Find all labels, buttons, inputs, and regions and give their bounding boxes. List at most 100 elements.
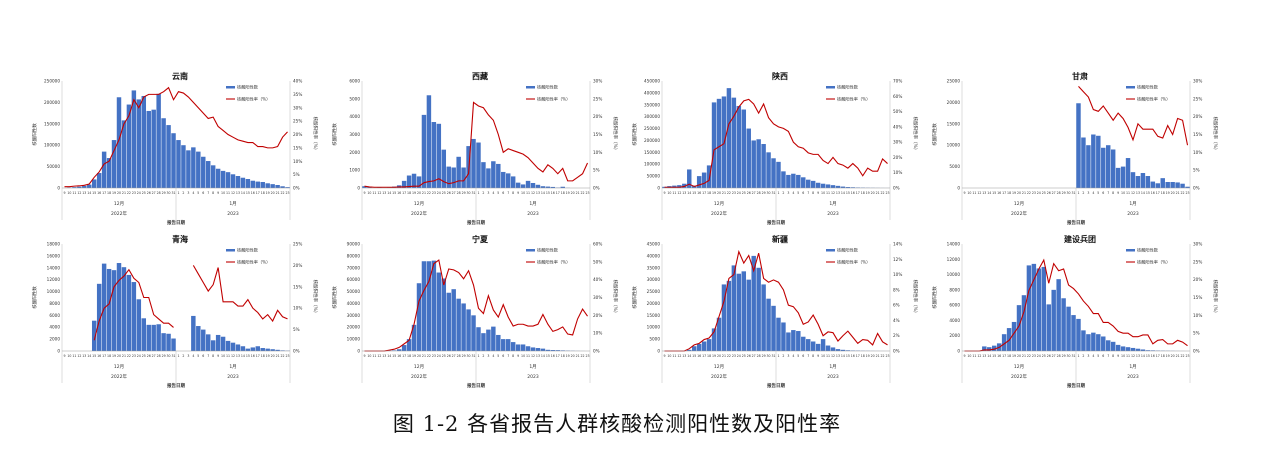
x-tick-label: 14 [841,191,845,195]
x-tick-label: 9 [363,191,365,195]
y2-tick-label: 0% [293,186,300,191]
year-label: 2023 [827,211,839,217]
y-tick-label: 0 [57,186,60,191]
bar [786,174,791,188]
bar [835,185,841,188]
bar [540,348,546,351]
bar [1105,340,1111,351]
y2-tick-label: 0% [1193,186,1200,191]
y2-tick-label: 20% [593,313,602,318]
bar [250,180,256,188]
bar [260,182,265,188]
x-tick-label: 31 [1071,191,1075,195]
y2-tick-label: 0% [593,186,600,191]
x-axis-title: 报告日期 [1067,382,1085,389]
bar [426,261,432,351]
x-tick-label: 31 [171,354,175,358]
x-tick-label: 7 [1107,354,1109,358]
legend-line-label: 核酸阳性率（%） [837,96,870,103]
x-tick-label: 12 [531,354,535,358]
legend-line-label: 核酸阳性率（%） [1137,259,1170,266]
bar [240,177,246,188]
x-tick-label: 22 [1027,354,1031,358]
bar [486,329,491,351]
bar [396,349,402,351]
year-label: 2023 [1127,374,1139,380]
x-tick-label: 11 [226,191,230,195]
x-tick-label: 10 [521,191,525,195]
bar [466,309,471,351]
y-tick-label: 100000 [644,162,660,167]
y2-tick-label: 25% [1193,96,1202,101]
x-tick-label: 6 [202,354,204,358]
x-tick-label: 15 [692,191,696,195]
x-tick-label: 21 [276,191,280,195]
y-tick-label: 4000 [949,318,960,323]
bar [196,151,201,188]
x-tick-label: 18 [107,191,111,195]
x-tick-label: 15 [392,354,396,358]
x-tick-label: 2 [782,191,784,195]
x-tick-label: 19 [1012,354,1016,358]
positive-rate-line [964,258,1188,352]
y-tick-label: 60000 [347,277,361,282]
y-tick-label: 20000 [947,100,961,105]
chart-svg: 青海 0 2000 4000 6000 8000 10000 12000 14000 16000 1… [31,234,319,389]
y-axis-title-left: 核酸阳性数 [931,123,938,146]
x-tick-label: 31 [771,191,775,195]
x-tick-label: 5 [1097,191,1099,195]
bar [1140,349,1146,351]
bar [171,338,176,351]
x-tick-label: 10 [667,191,671,195]
bar [141,95,147,188]
x-tick-label: 22 [727,191,731,195]
x-tick-label: 12 [677,354,681,358]
bar [136,99,142,188]
bar [1115,167,1121,188]
x-tick-label: 11 [1126,191,1130,195]
x-tick-label: 24 [1037,191,1041,195]
bar [491,161,496,188]
x-tick-label: 1 [777,354,779,358]
x-tick-label: 19 [1166,354,1170,358]
y-tick-label: 70000 [347,265,361,270]
bar [260,348,265,351]
bar [1120,166,1126,188]
x-tick-label: 6 [802,354,804,358]
y-tick-label: 2000 [349,150,360,155]
x-tick-label: 30 [167,191,171,195]
x-tick-label: 23 [285,191,289,195]
y2-tick-label: 2% [893,333,900,338]
bar [766,298,771,351]
y2-tick-label: 30% [1193,242,1202,247]
bar [406,339,412,351]
x-tick-label: 11 [826,354,830,358]
positive-rate-line [664,98,888,188]
month-label: 12月 [114,364,124,370]
year-label: 2022年 [711,210,727,217]
x-tick-label: 15 [392,191,396,195]
bar [501,339,506,351]
x-tick-label: 10 [821,354,825,358]
y-tick-label: 40000 [347,301,361,306]
x-tick-label: 13 [682,354,686,358]
x-tick-label: 23 [585,354,589,358]
x-tick-label: 30 [1067,191,1071,195]
chart-panel: 建设兵团 0 2000 4000 6000 8000 10000 12000 14000 0% 5%… [930,233,1230,398]
x-tick-label: 11 [226,354,230,358]
x-tick-label: 23 [1032,191,1036,195]
bar [245,179,251,188]
x-tick-label: 9 [817,354,819,358]
x-tick-label: 17 [102,191,106,195]
y-tick-label: 14000 [47,265,61,270]
bar [116,263,122,351]
y2-tick-label: 0% [893,186,900,191]
bar [820,339,826,351]
bar [840,349,846,351]
x-tick-label: 24 [1037,354,1041,358]
x-tick-label: 13 [1136,191,1140,195]
x-tick-label: 30 [767,354,771,358]
x-tick-label: 18 [561,191,565,195]
x-tick-label: 20 [271,354,275,358]
legend-bar-swatch [826,86,835,89]
